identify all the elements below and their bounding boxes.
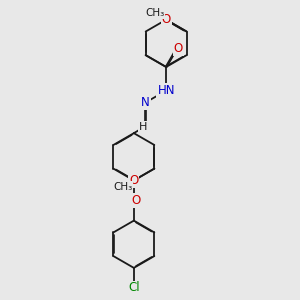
Text: O: O: [131, 194, 140, 207]
Text: O: O: [161, 13, 171, 26]
Text: O: O: [129, 174, 139, 187]
Text: CH₃: CH₃: [145, 8, 164, 18]
Text: O: O: [173, 42, 183, 55]
Text: HN: HN: [158, 84, 175, 97]
Text: H: H: [139, 122, 147, 132]
Text: CH₃: CH₃: [113, 182, 132, 192]
Text: N: N: [141, 96, 150, 109]
Text: Cl: Cl: [128, 281, 140, 295]
